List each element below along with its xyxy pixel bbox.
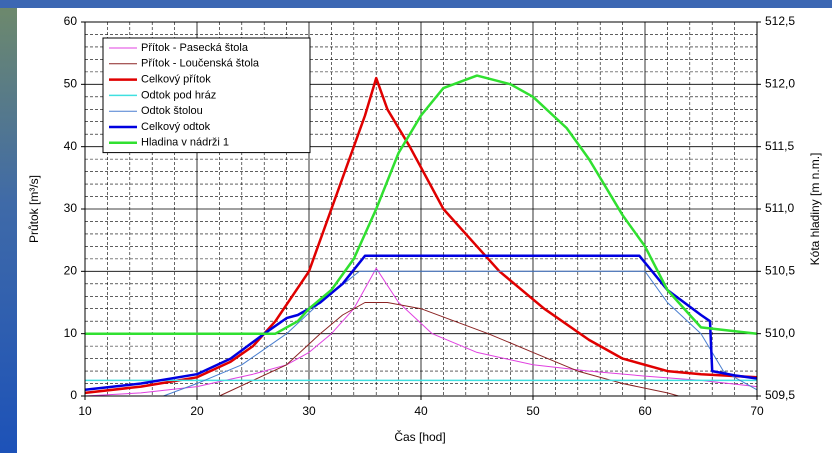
y-tick-label: 40 — [64, 139, 78, 153]
series-line — [85, 74, 758, 335]
y-tick-label: 20 — [64, 264, 78, 278]
series-line — [84, 254, 758, 392]
legend-label: Odtok pod hráz — [141, 89, 216, 101]
x-tick-label: 50 — [526, 404, 540, 418]
series-lines — [84, 74, 758, 397]
y2-tick-label: 512,0 — [765, 77, 795, 91]
x-axis-label: Čas [hod] — [394, 429, 445, 444]
x-tick-label: 20 — [190, 404, 204, 418]
y2-tick-label: 511,5 — [765, 139, 794, 153]
x-tick-label: 70 — [750, 404, 764, 418]
legend-box — [102, 37, 311, 154]
legend-label: Přítok - Loučenská štola — [141, 58, 260, 70]
y-axis-label: Průtok [m³/s] — [27, 175, 41, 243]
x-tick-label: 10 — [78, 404, 92, 418]
legend: Přítok - Pasecká štola Přítok - Loučenská… — [102, 37, 311, 154]
series-line — [84, 76, 758, 395]
x-tick-label: 40 — [414, 404, 428, 418]
y2-tick-label: 510,0 — [765, 326, 795, 340]
legend-label: Celkový odtok — [141, 121, 211, 133]
legend-label: Celkový přítok — [141, 74, 211, 86]
y-tick-label: 60 — [64, 14, 78, 28]
x-tick-label: 30 — [302, 404, 316, 418]
y2-tick-label: 509,5 — [765, 388, 795, 402]
top-band — [0, 0, 832, 8]
y-tick-label: 10 — [64, 326, 78, 340]
y2-tick-label: 510,5 — [765, 264, 795, 278]
y2-tick-label: 511,0 — [765, 201, 794, 215]
legend-label: Odtok štolou — [141, 105, 203, 117]
x-tick-label: 60 — [638, 404, 652, 418]
y-tick-label: 0 — [70, 388, 77, 402]
y2-axis-label: Kóta hladiny [m n.m.] — [808, 153, 822, 266]
y-tick-label: 30 — [64, 201, 78, 215]
legend-label: Přítok - Pasecká štola — [141, 42, 249, 54]
legend-label: Hladina v nádrži 1 — [141, 137, 229, 149]
y2-tick-label: 512,5 — [765, 14, 795, 28]
y-tick-label: 50 — [64, 77, 78, 91]
series-line — [84, 267, 758, 397]
ticks: 10 20 30 40 50 60 700102030405060509,5510,0510… — [64, 14, 796, 418]
series-line — [219, 302, 679, 397]
series-line — [163, 270, 758, 397]
